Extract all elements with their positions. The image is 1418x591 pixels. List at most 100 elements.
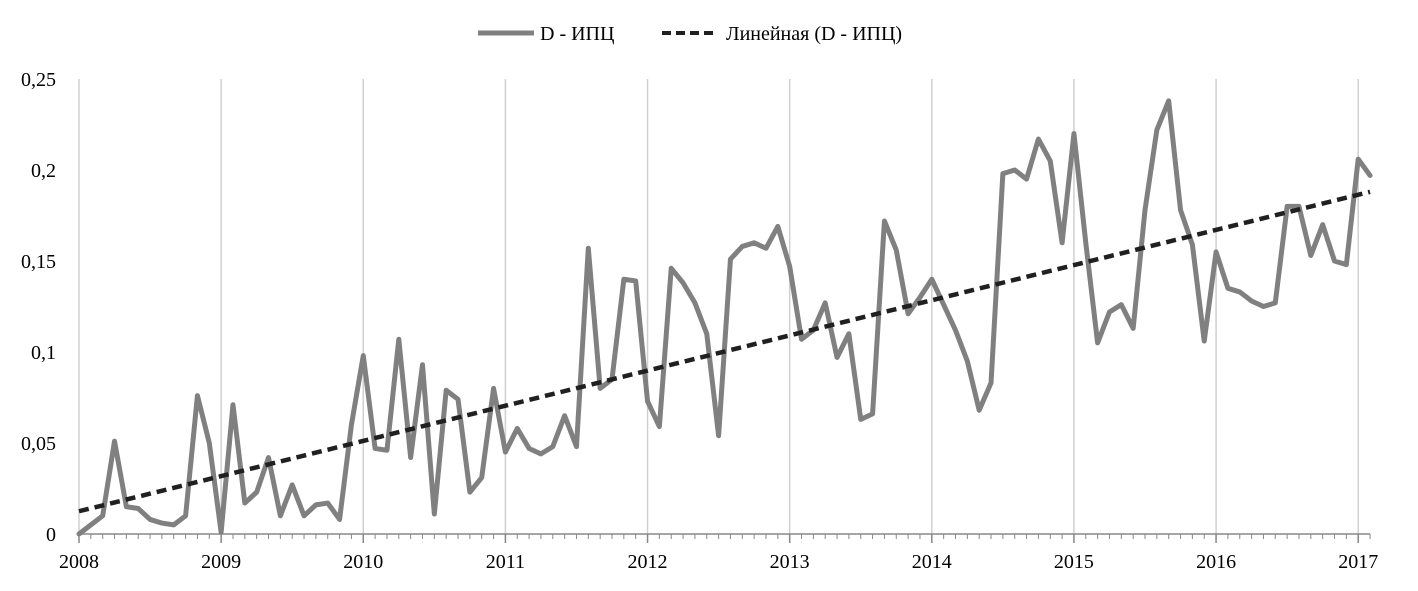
data-point: [1203, 340, 1205, 342]
data-point: [895, 249, 897, 251]
data-point: [658, 426, 660, 428]
x-tick-label: 2008: [59, 551, 99, 573]
legend-label-series: D - ИПЦ: [540, 23, 614, 45]
data-point: [185, 515, 187, 517]
x-tick-label: 2014: [912, 551, 952, 573]
data-point: [268, 457, 270, 459]
data-point: [196, 395, 198, 397]
x-tick-label: 2011: [486, 551, 525, 573]
data-point: [706, 333, 708, 335]
data-point: [907, 313, 909, 315]
data-point: [1108, 311, 1110, 313]
data-point: [1345, 264, 1347, 266]
x-tick-label: 2015: [1054, 551, 1094, 573]
data-point: [741, 245, 743, 247]
data-point: [410, 457, 412, 459]
data-point: [931, 278, 933, 280]
data-point: [564, 415, 566, 417]
data-point: [1286, 205, 1288, 207]
data-point: [635, 280, 637, 282]
data-point: [232, 404, 234, 406]
data-point: [599, 387, 601, 389]
data-point: [801, 338, 803, 340]
data-point: [575, 446, 577, 448]
data-point: [943, 304, 945, 306]
series-line-d-ipc: [76, 98, 1373, 537]
data-point: [1191, 244, 1193, 246]
data-point: [445, 389, 447, 391]
x-tick-label: 2016: [1196, 551, 1236, 573]
data-point: [339, 518, 341, 520]
data-point: [469, 491, 471, 493]
x-tick-label: 2013: [770, 551, 810, 573]
data-point: [623, 278, 625, 280]
data-point: [1357, 158, 1359, 160]
data-point: [1061, 242, 1063, 244]
data-point: [883, 220, 885, 222]
data-point: [1002, 173, 1004, 175]
data-point: [279, 515, 281, 517]
data-point: [670, 267, 672, 269]
data-point: [848, 333, 850, 335]
data-point: [421, 364, 423, 366]
data-point: [303, 515, 305, 517]
y-tick-label: 0: [46, 524, 56, 546]
data-point: [1369, 174, 1371, 176]
data-point: [433, 513, 435, 515]
y-tick-label: 0,05: [21, 433, 56, 455]
data-point: [386, 449, 388, 451]
data-point: [694, 302, 696, 304]
data-point: [966, 360, 968, 362]
data-point: [125, 506, 127, 508]
data-point: [516, 427, 518, 429]
data-point: [149, 518, 151, 520]
data-point: [729, 258, 731, 260]
data-point: [315, 504, 317, 506]
data-point: [114, 440, 116, 442]
y-ticks: 0 0,05 0,1 0,15 0,2 0,25: [21, 69, 56, 546]
y-tick-label: 0,2: [31, 160, 56, 182]
data-point: [587, 247, 589, 249]
data-point: [1298, 205, 1300, 207]
data-point: [872, 413, 874, 415]
data-point: [374, 447, 376, 449]
grid: [78, 79, 1359, 534]
data-point: [220, 531, 222, 533]
data-point: [90, 524, 92, 526]
x-ticks: 2008 2009 2010 2011 2012 2013 2014 2015 2016 2017: [59, 534, 1378, 573]
data-point: [1262, 306, 1264, 307]
data-point: [481, 477, 483, 479]
data-point: [1014, 169, 1016, 171]
data-point: [1239, 291, 1241, 293]
data-point: [1251, 300, 1253, 302]
legend: D - ИПЦ Линейная (D - ИПЦ): [478, 23, 902, 45]
data-point: [256, 491, 258, 493]
data-point: [1049, 160, 1051, 162]
data-point: [682, 282, 684, 284]
data-point: [753, 242, 755, 244]
data-point: [1144, 209, 1146, 211]
data-point: [350, 424, 352, 426]
data-point: [1274, 302, 1276, 304]
data-point: [860, 418, 862, 420]
data-point: [362, 355, 364, 357]
data-point: [1132, 327, 1134, 329]
data-point: [647, 400, 649, 402]
y-tick-label: 0,25: [21, 69, 56, 91]
data-point: [161, 522, 163, 524]
data-point: [493, 387, 495, 389]
data-point: [1120, 304, 1122, 306]
legend-label-trend: Линейная (D - ИПЦ): [726, 23, 902, 45]
trend-line: [78, 189, 1371, 514]
data-point: [1026, 178, 1028, 180]
data-point: [78, 533, 80, 535]
data-point: [552, 446, 554, 448]
data-point: [1334, 260, 1336, 262]
x-tick-label: 2010: [343, 551, 383, 573]
data-point: [102, 515, 104, 517]
data-point: [1215, 251, 1217, 253]
data-point: [836, 356, 838, 358]
data-point: [504, 451, 506, 453]
data-point: [291, 484, 293, 486]
